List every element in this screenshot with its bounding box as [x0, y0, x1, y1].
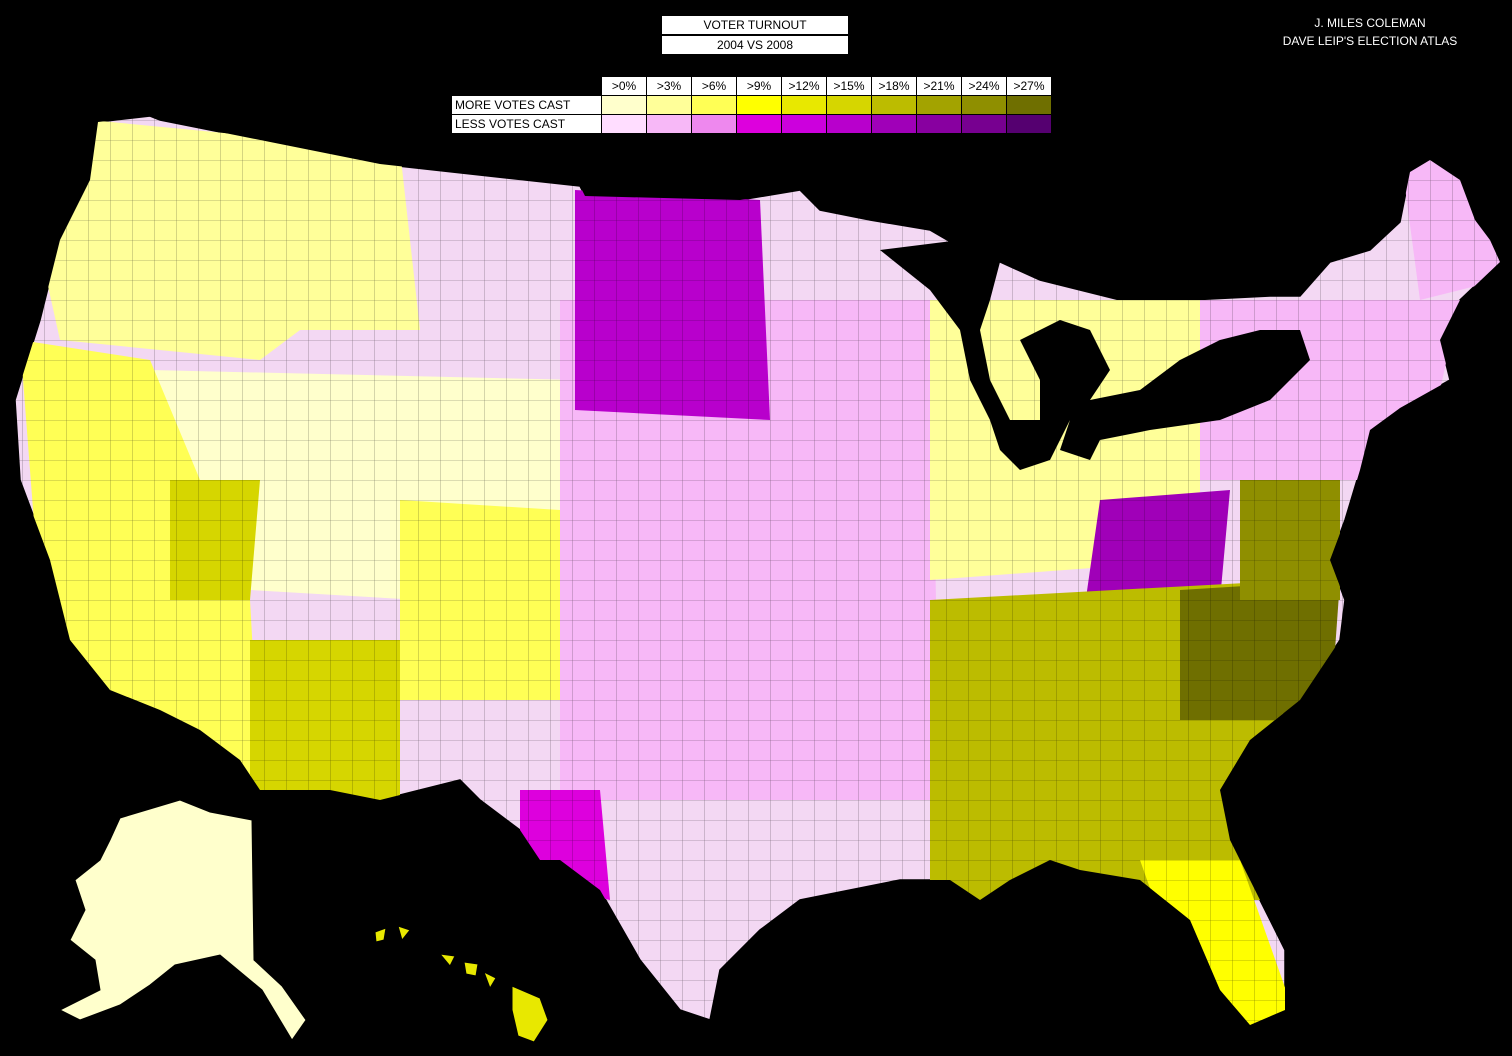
- legend-threshold: >15%: [826, 76, 872, 96]
- hawaii-island: [463, 961, 479, 977]
- map-title-box: VOTER TURNOUT 2004 VS 2008: [661, 15, 849, 55]
- legend-more-swatch: [1006, 95, 1052, 115]
- legend-less-swatch: [871, 114, 917, 134]
- legend-less-swatch: [781, 114, 827, 134]
- legend-less-label: LESS VOTES CAST: [451, 114, 602, 134]
- legend-less-swatch: [1006, 114, 1052, 134]
- legend-more-swatch: [961, 95, 1007, 115]
- author-credit: J. MILES COLEMAN: [1314, 16, 1426, 30]
- hawaii-island: [483, 970, 497, 990]
- legend-less-row: LESS VOTES CAST: [451, 114, 1052, 134]
- legend-less-swatch: [961, 114, 1007, 134]
- source-credit: DAVE LEIP'S ELECTION ATLAS: [1282, 34, 1458, 48]
- legend-threshold: >21%: [916, 76, 962, 96]
- legend-more-swatch: [826, 95, 872, 115]
- map-title: VOTER TURNOUT: [703, 18, 807, 32]
- hawaii-island: [397, 925, 411, 942]
- hawaii-region: [374, 925, 549, 1043]
- legend-less-swatch: [736, 114, 782, 134]
- hawaii-island: [374, 927, 387, 943]
- legend-threshold: >18%: [871, 76, 917, 96]
- map-subtitle: 2004 VS 2008: [662, 34, 848, 54]
- hawaii-island: [511, 985, 549, 1043]
- legend-more-swatch: [916, 95, 962, 115]
- legend-more-swatch: [871, 95, 917, 115]
- legend-more-swatch: [691, 95, 737, 115]
- legend-more-swatch: [736, 95, 782, 115]
- legend-header-row: >0% >3% >6% >9% >12% >15% >18% >21% >24%…: [452, 76, 1052, 96]
- legend-less-swatch: [601, 114, 647, 134]
- legend: >0% >3% >6% >9% >12% >15% >18% >21% >24%…: [451, 76, 1052, 134]
- alaska-region: [58, 799, 307, 1041]
- alaska-shape: [58, 799, 307, 1041]
- legend-less-swatch: [826, 114, 872, 134]
- great-lakes: [880, 240, 1310, 470]
- credits: J. MILES COLEMAN DAVE LEIP'S ELECTION AT…: [1240, 14, 1500, 50]
- legend-threshold: >6%: [691, 76, 737, 96]
- legend-less-swatch: [916, 114, 962, 134]
- legend-threshold: >9%: [736, 76, 782, 96]
- legend-threshold: >24%: [961, 76, 1007, 96]
- legend-less-swatch: [691, 114, 737, 134]
- legend-threshold: >27%: [1006, 76, 1052, 96]
- hawaii-island: [438, 953, 456, 967]
